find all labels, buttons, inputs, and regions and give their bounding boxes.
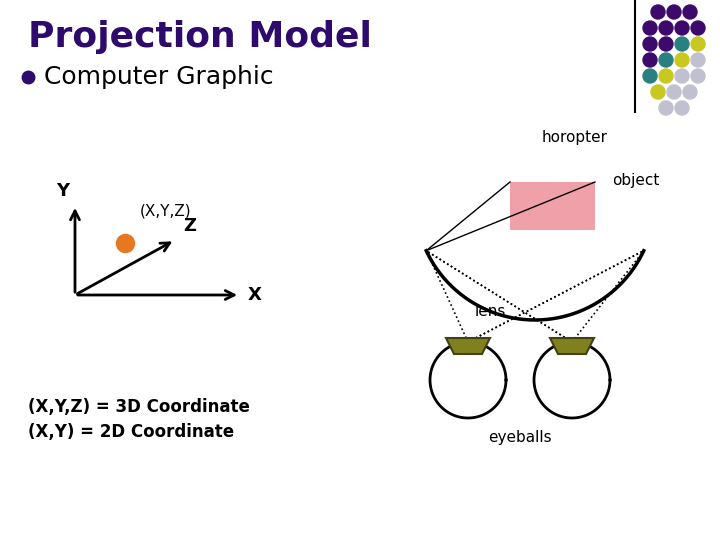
Polygon shape (550, 338, 594, 354)
Text: Computer Graphic: Computer Graphic (44, 65, 274, 89)
Circle shape (675, 101, 689, 115)
Bar (510, 182, 595, 230)
Circle shape (691, 37, 705, 51)
Circle shape (643, 21, 657, 35)
Text: lens: lens (474, 305, 505, 320)
Polygon shape (534, 342, 610, 418)
Text: eyeballs: eyeballs (488, 430, 552, 445)
Circle shape (667, 85, 681, 99)
Circle shape (659, 101, 673, 115)
Circle shape (675, 21, 689, 35)
Polygon shape (430, 342, 506, 418)
Text: horopter: horopter (542, 130, 608, 145)
Circle shape (659, 21, 673, 35)
Circle shape (643, 53, 657, 67)
Circle shape (659, 37, 673, 51)
Text: (X,Y,Z) = 3D Coordinate: (X,Y,Z) = 3D Coordinate (28, 398, 250, 416)
Text: (X,Y,Z): (X,Y,Z) (140, 203, 192, 218)
Text: object: object (612, 172, 660, 187)
Circle shape (683, 85, 697, 99)
Polygon shape (446, 338, 490, 354)
Circle shape (659, 53, 673, 67)
Circle shape (675, 37, 689, 51)
Circle shape (659, 69, 673, 83)
Circle shape (691, 21, 705, 35)
Circle shape (643, 37, 657, 51)
Circle shape (683, 5, 697, 19)
Circle shape (651, 5, 665, 19)
Text: Y: Y (56, 182, 70, 200)
Circle shape (651, 85, 665, 99)
Circle shape (691, 69, 705, 83)
Circle shape (675, 53, 689, 67)
Text: Z: Z (183, 217, 196, 235)
Circle shape (667, 5, 681, 19)
Text: Projection Model: Projection Model (28, 20, 372, 54)
Text: X: X (248, 286, 262, 304)
Circle shape (643, 69, 657, 83)
Circle shape (691, 53, 705, 67)
Circle shape (675, 69, 689, 83)
Text: (X,Y) = 2D Coordinate: (X,Y) = 2D Coordinate (28, 423, 234, 441)
